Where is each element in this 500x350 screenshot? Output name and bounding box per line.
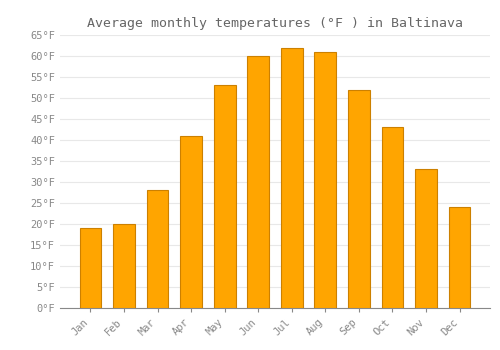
Bar: [146, 190, 169, 308]
Bar: [348, 90, 370, 308]
Bar: [214, 85, 236, 308]
Bar: [415, 169, 437, 308]
Bar: [80, 228, 102, 308]
Title: Average monthly temperatures (°F ) in Baltinava: Average monthly temperatures (°F ) in Ba…: [87, 17, 463, 30]
Bar: [248, 56, 269, 308]
Bar: [448, 207, 470, 308]
Bar: [113, 224, 135, 308]
Bar: [180, 136, 202, 308]
Bar: [281, 48, 302, 308]
Bar: [382, 127, 404, 308]
Bar: [314, 52, 336, 308]
